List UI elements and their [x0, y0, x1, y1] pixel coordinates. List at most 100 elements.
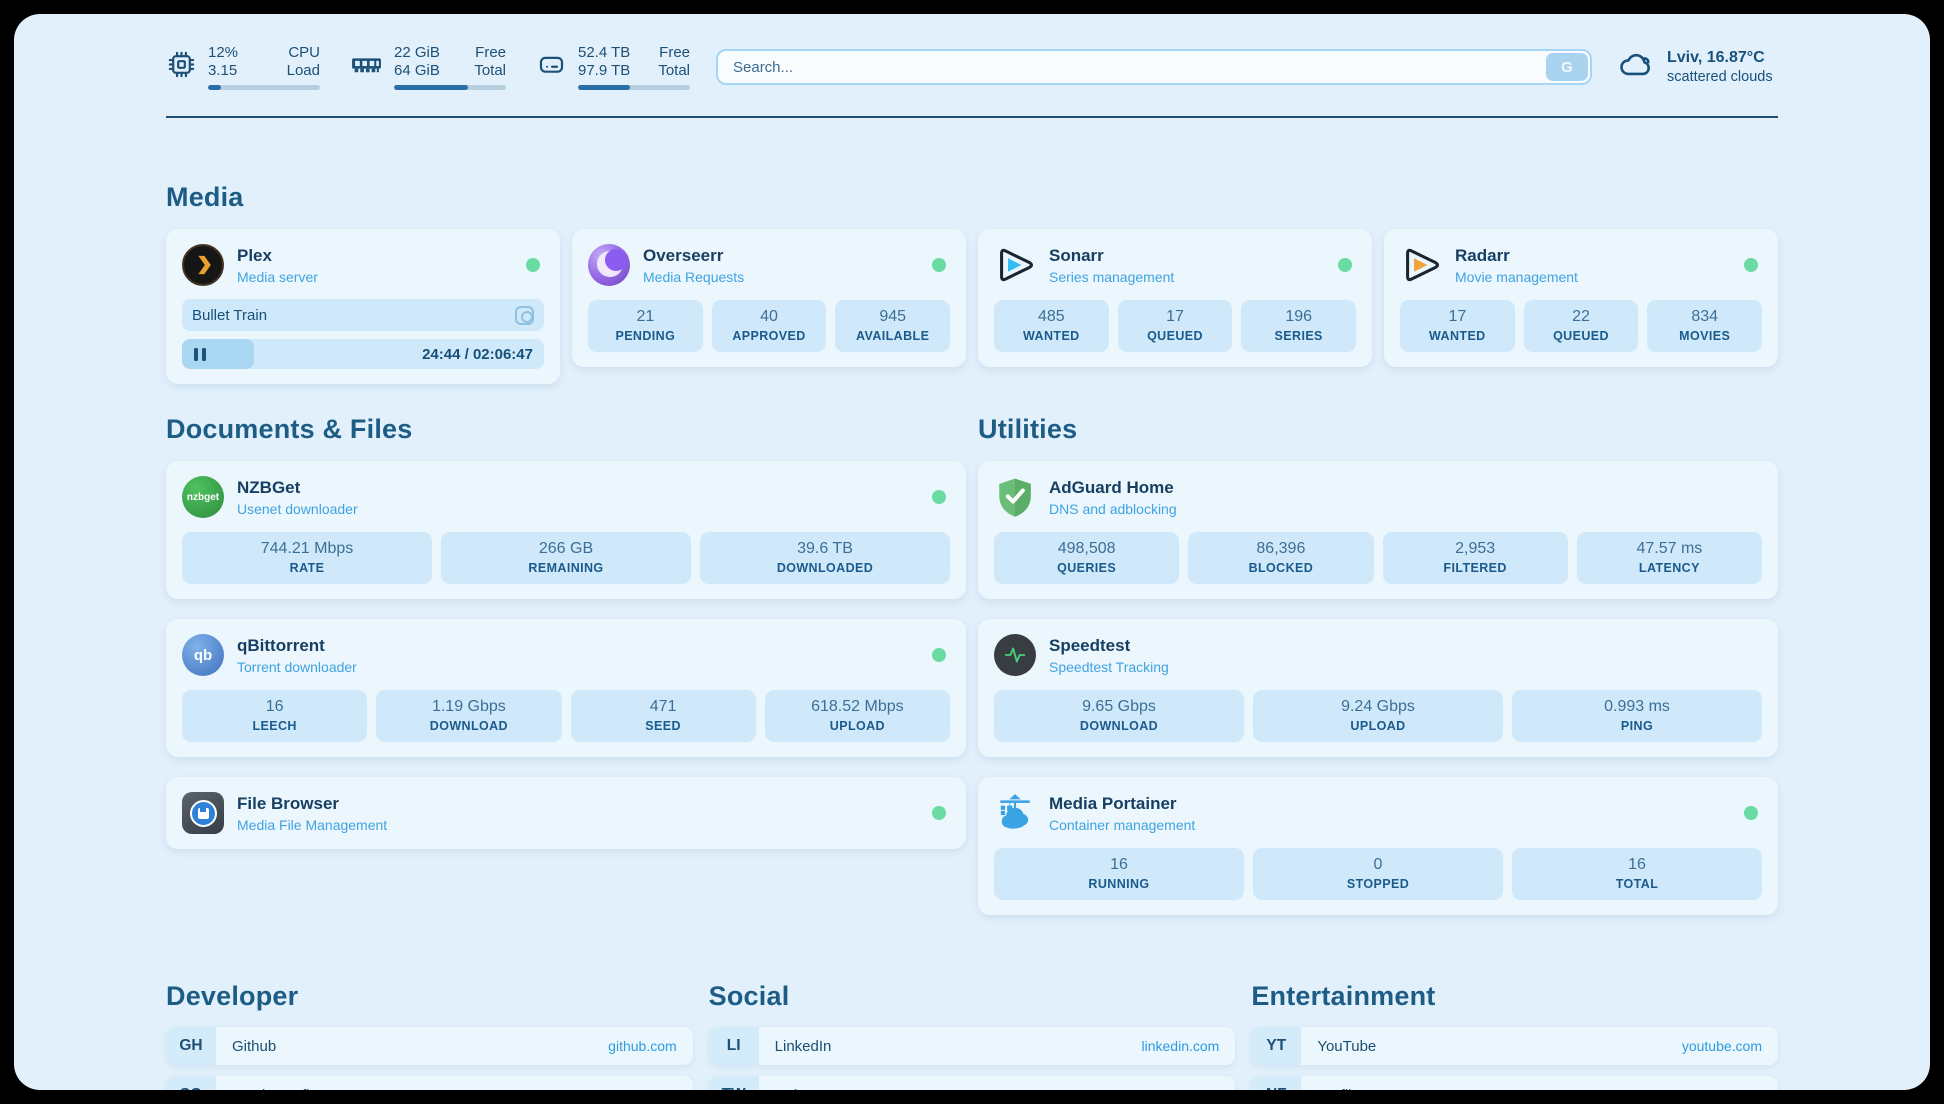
app-name: Plex	[237, 245, 272, 265]
radarr-icon	[1400, 244, 1442, 286]
stat-remaining: 266 GB REMAINING	[441, 532, 691, 584]
bookmark-name: Github	[232, 1037, 277, 1055]
cpu-load-value: 3.15	[208, 62, 238, 79]
stat-latency: 47.57 ms LATENCY	[1576, 532, 1762, 584]
bookmark-url[interactable]: linkedin.com	[1141, 1038, 1220, 1054]
bookmark-stackoverflow[interactable]: SO StackOverflow stackoverflow.com	[166, 1076, 693, 1090]
app-card-plex[interactable]: Plex Media server Bullet Train 24:44 / 0…	[166, 229, 560, 384]
header-divider	[166, 116, 1778, 118]
search-input[interactable]	[716, 49, 1592, 85]
stat-label: WANTED	[1023, 329, 1080, 343]
app-card-portainer[interactable]: Media Portainer Container management 16 …	[978, 777, 1778, 915]
app-card-radarr[interactable]: Radarr Movie management 17 WANTED 22 QUE…	[1384, 229, 1778, 367]
stat-label: LEECH	[252, 719, 297, 733]
bookmark-name: StackOverflow	[232, 1087, 329, 1091]
bookmark-abbr: SO	[166, 1076, 216, 1090]
stat-available: 945 AVAILABLE	[835, 300, 951, 352]
disk-icon	[536, 49, 567, 85]
stat-ping: 0.993 ms PING	[1512, 690, 1762, 742]
app-card-filebrowser[interactable]: File Browser Media File Management	[166, 777, 966, 849]
stat-label: DOWNLOAD	[429, 719, 508, 733]
bookmark-url[interactable]: github.com	[608, 1038, 677, 1054]
speedtest-icon	[994, 634, 1036, 676]
app-card-qbittorrent[interactable]: qb qBittorrent Torrent downloader 16	[166, 619, 966, 757]
stat-value: 266 GB	[538, 540, 594, 557]
memory-total-label: Total	[474, 62, 506, 79]
search-engine-button[interactable]: G	[1546, 53, 1588, 81]
app-card-overseerr[interactable]: Overseerr Media Requests 21 PENDING 40 A…	[572, 229, 966, 367]
stat-label: STOPPED	[1346, 877, 1410, 891]
stat-value: 471	[649, 698, 677, 715]
stat-value: 21	[636, 308, 655, 325]
status-online-dot	[932, 490, 946, 504]
cpu-stat: 12% 3.15 CPU Load	[166, 44, 320, 90]
bookmark-netflix[interactable]: NF Netflix netflix.com	[1251, 1076, 1778, 1090]
stat-value: 9.24 Gbps	[1341, 698, 1415, 715]
bookmark-name: LinkedIn	[774, 1037, 832, 1055]
memory-free-value: 22 GiB	[394, 44, 440, 61]
stat-label: QUEUED	[1553, 329, 1609, 343]
now-playing-row: Bullet Train	[182, 299, 544, 331]
bookmark-name: Twitter	[775, 1087, 819, 1091]
stat-label: FILTERED	[1443, 561, 1507, 575]
app-description: Container management	[1049, 816, 1196, 833]
section-title-media: Media	[166, 182, 244, 212]
bookmark-url[interactable]: youtube.com	[1681, 1038, 1762, 1054]
app-card-sonarr[interactable]: Sonarr Series management 485 WANTED 17 Q…	[978, 229, 1372, 367]
status-online-dot	[1744, 258, 1758, 272]
stat-label: AVAILABLE	[856, 329, 930, 343]
social-section: Social LI LinkedIn linkedin.com TW Twitt…	[708, 981, 1236, 1091]
developer-section: Developer GH Github github.com SO StackO…	[166, 981, 693, 1090]
header: 12% 3.15 CPU Load	[166, 14, 1778, 90]
stat-value: 1.19 Gbps	[431, 698, 506, 715]
media-grid: Plex Media server Bullet Train 24:44 / 0…	[166, 229, 1778, 384]
stat-rate: 744.21 Mbps RATE	[182, 532, 432, 584]
bookmark-youtube[interactable]: YT YouTube youtube.com	[1251, 1027, 1778, 1065]
playback-progress-bar: 24:44 / 02:06:47	[182, 339, 544, 369]
system-stats: 12% 3.15 CPU Load	[166, 44, 690, 90]
bookmark-url[interactable]: stackoverflow.com	[562, 1087, 676, 1090]
app-card-nzbget[interactable]: nzbget NZBGet Usenet downloader 744.21 M…	[166, 461, 966, 599]
nzbget-icon: nzbget	[182, 476, 224, 518]
bookmark-url[interactable]: twitter.com	[1152, 1087, 1219, 1090]
app-name: qBittorrent	[237, 635, 325, 655]
stat-value: 498,508	[1057, 540, 1116, 557]
stat-value: 485	[1037, 308, 1065, 325]
stat-value: 16	[1628, 856, 1646, 873]
stat-label: DOWNLOADED	[776, 561, 874, 575]
app-name: Overseerr	[643, 245, 724, 265]
app-description: Media File Management	[237, 816, 388, 833]
bookmark-name: YouTube	[1317, 1037, 1377, 1055]
weather-widget: Lviv, 16.87°C scattered clouds	[1618, 49, 1778, 85]
stat-downloaded: 39.6 TB DOWNLOADED	[700, 532, 950, 584]
stat-label: MOVIES	[1679, 329, 1731, 343]
cloud-icon	[1618, 50, 1656, 85]
stat-label: SEED	[645, 719, 681, 733]
stat-value: 22	[1572, 308, 1590, 325]
bookmark-github[interactable]: GH Github github.com	[166, 1027, 693, 1065]
status-online-dot	[1744, 806, 1758, 820]
section-title-documents: Documents & Files	[166, 414, 413, 444]
bookmark-linkedin[interactable]: LI LinkedIn linkedin.com	[708, 1027, 1236, 1065]
app-name: NZBGet	[237, 477, 301, 497]
utilities-column: Utilities	[978, 414, 1778, 915]
stat-wanted: 485 WANTED	[994, 300, 1109, 352]
app-name: Media Portainer	[1049, 793, 1177, 813]
stat-pending: 21 PENDING	[588, 300, 703, 352]
app-description: Series management	[1049, 268, 1175, 285]
stat-movies: 834 MOVIES	[1647, 300, 1763, 352]
stat-blocked: 86,396 BLOCKED	[1188, 532, 1374, 584]
stat-queries: 498,508 QUERIES	[994, 532, 1180, 584]
stat-queued: 22 QUEUED	[1523, 300, 1639, 352]
bookmark-url[interactable]: netflix.com	[1695, 1087, 1762, 1090]
plex-icon	[182, 244, 224, 286]
sonarr-icon	[994, 244, 1036, 286]
app-card-adguard[interactable]: AdGuard Home DNS and adblocking 498,508 …	[978, 461, 1778, 599]
bookmark-name: Netflix	[1317, 1087, 1359, 1091]
bookmark-twitter[interactable]: TW Twitter twitter.com	[708, 1076, 1236, 1091]
cpu-progress-fill	[208, 85, 222, 90]
stat-queued: 17 QUEUED	[1117, 300, 1233, 352]
app-card-speedtest[interactable]: Speedtest Speedtest Tracking 9.65 Gbps D…	[978, 619, 1778, 757]
stat-label: TOTAL	[1615, 877, 1659, 891]
stat-value: 17	[1166, 308, 1184, 325]
